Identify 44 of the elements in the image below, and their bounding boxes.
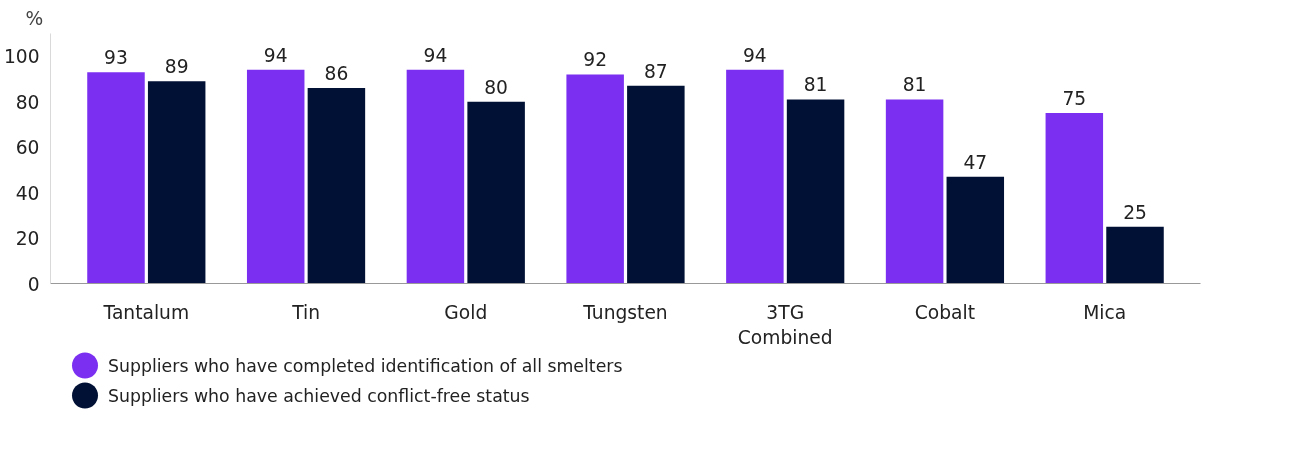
data-label: 75 — [1062, 88, 1087, 110]
x-tick-label: Tin — [291, 301, 320, 323]
bar — [885, 99, 944, 284]
bar — [726, 69, 784, 284]
data-label: 92 — [583, 49, 608, 71]
bar — [307, 88, 366, 284]
y-tick-label: 20 — [15, 228, 40, 250]
bar — [87, 72, 145, 284]
x-tick-label: Gold — [444, 301, 488, 323]
bar — [1106, 226, 1164, 284]
y-tick-label: 80 — [15, 91, 40, 113]
x-tick-label: Tungsten — [582, 301, 668, 323]
bar — [147, 81, 206, 284]
data-label: 86 — [324, 63, 349, 85]
y-axis-title: % — [25, 7, 44, 29]
x-tick-label: 3TG Combined — [737, 301, 833, 348]
data-label: 81 — [902, 74, 927, 96]
bar — [246, 69, 305, 284]
data-label: 94 — [263, 44, 288, 66]
data-label: 94 — [423, 44, 448, 66]
data-label: 89 — [164, 56, 189, 78]
data-label: 47 — [963, 151, 988, 173]
y-tick-label: 40 — [15, 182, 40, 204]
data-label: 93 — [104, 47, 128, 69]
data-label: 80 — [484, 76, 509, 98]
x-tick-label: Cobalt — [914, 301, 976, 323]
bar — [566, 74, 624, 284]
legend-label: Suppliers who have achieved conflict-free status — [108, 385, 530, 406]
bar — [627, 85, 685, 284]
bar — [467, 101, 525, 284]
legend-label: Suppliers who have completed identification of all smelters — [108, 355, 623, 376]
y-tick-label: 100 — [3, 46, 40, 68]
data-label: 81 — [803, 74, 828, 96]
data-label: 87 — [643, 60, 668, 82]
bar — [406, 69, 465, 284]
bar — [1045, 113, 1104, 284]
bar — [946, 176, 1005, 284]
y-tick-label: 0 — [27, 273, 40, 295]
bar — [786, 99, 845, 284]
x-tick-label: Mica — [1083, 301, 1127, 323]
data-label: 25 — [1123, 201, 1147, 223]
data-label: 94 — [743, 44, 767, 66]
y-tick-label: 60 — [15, 137, 40, 159]
x-tick-label: Tantalum — [102, 301, 190, 323]
